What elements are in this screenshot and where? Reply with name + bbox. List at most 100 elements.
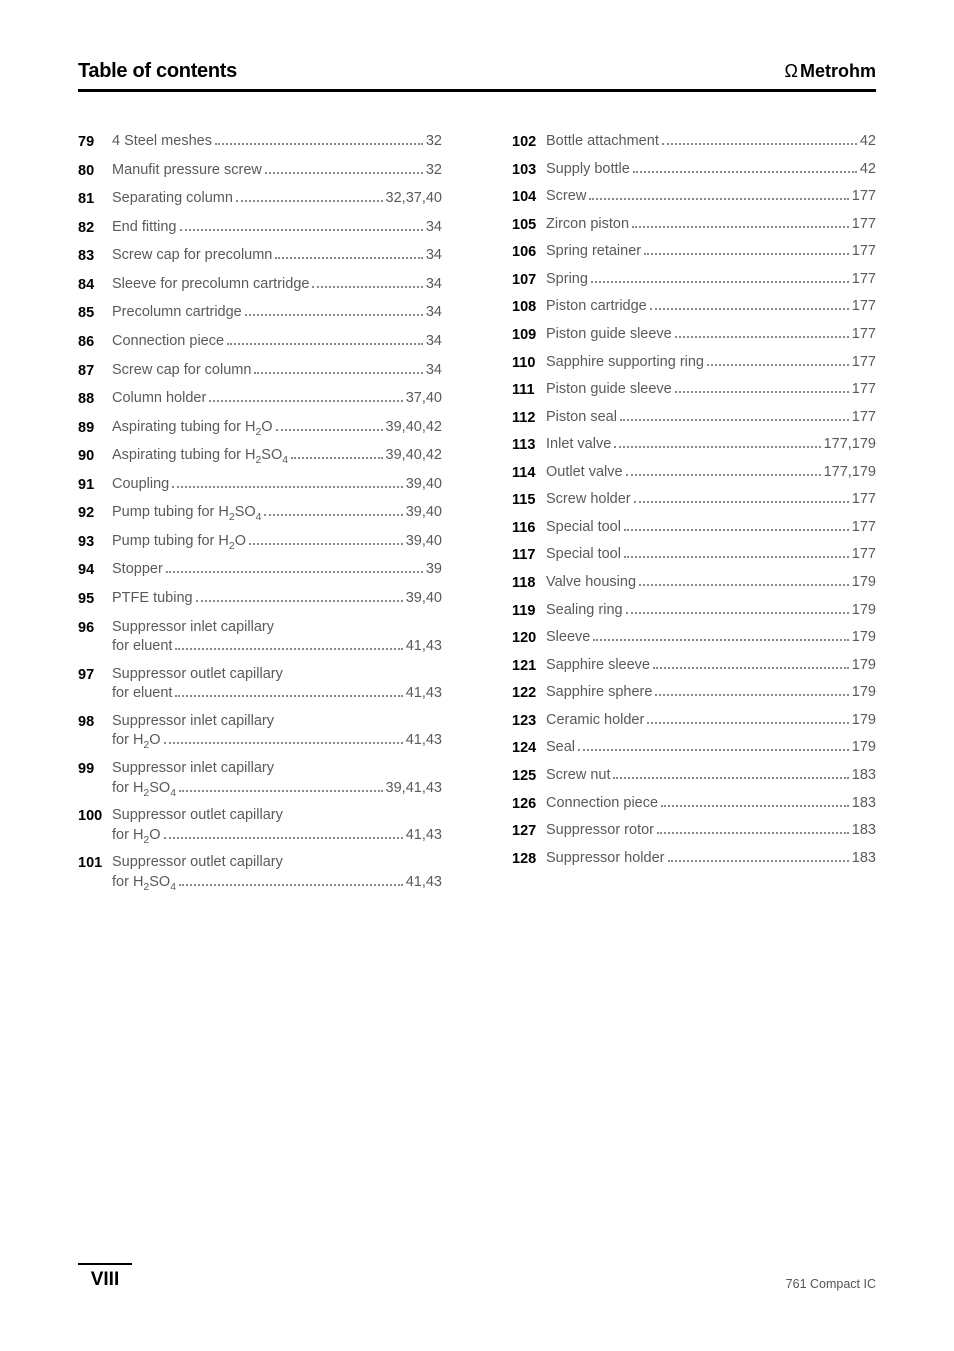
toc-entry-label: Inlet valve xyxy=(546,435,611,455)
toc-entry-body: Valve housing179 xyxy=(546,573,876,593)
toc-entry: 93Pump tubing for H2O39,40 xyxy=(78,532,442,553)
toc-entry-label: Screw nut xyxy=(546,766,610,786)
toc-entry: 83Screw cap for precolumn34 xyxy=(78,246,442,267)
toc-entry-number: 103 xyxy=(512,160,546,181)
toc-leader-dots xyxy=(644,253,849,255)
toc-entry-number: 123 xyxy=(512,711,546,732)
toc-entry: 108Piston cartridge177 xyxy=(512,297,876,318)
toc-entry: 120Sleeve179 xyxy=(512,628,876,649)
toc-entry-body: Stopper39 xyxy=(112,560,442,580)
toc-leader-dots xyxy=(249,543,403,545)
toc-entry-number: 102 xyxy=(512,132,546,153)
toc-entry: 110Sapphire supporting ring177 xyxy=(512,353,876,374)
toc-entry-page: 177 xyxy=(852,408,876,428)
toc-entry-number: 84 xyxy=(78,275,112,296)
toc-entry: 128Suppressor holder183 xyxy=(512,849,876,870)
toc-entry-page: 179 xyxy=(852,711,876,731)
toc-leader-dots xyxy=(624,556,849,558)
toc-entry: 103Supply bottle42 xyxy=(512,160,876,181)
toc-entry: 124Seal179 xyxy=(512,738,876,759)
toc-column-left: 794 Steel meshes3280Manufit pressure scr… xyxy=(78,132,442,900)
toc-entry-sublabel: for H2SO4 xyxy=(112,779,176,799)
toc-leader-dots xyxy=(634,501,849,503)
toc-entry-label: Pump tubing for H2SO4 xyxy=(112,503,261,523)
toc-entry-page: 41,43 xyxy=(406,731,442,751)
toc-entry-page: 183 xyxy=(852,849,876,869)
toc-entry-page: 39,40 xyxy=(406,589,442,609)
toc-entry: 122Sapphire sphere179 xyxy=(512,683,876,704)
toc-entry: 87Screw cap for column34 xyxy=(78,361,442,382)
toc-entry-body: End fitting34 xyxy=(112,218,442,238)
toc-entry-page: 34 xyxy=(426,361,442,381)
toc-entry-number: 113 xyxy=(512,435,546,456)
toc-entry-body: Sealing ring179 xyxy=(546,601,876,621)
toc-entry-number: 97 xyxy=(78,665,112,686)
toc-entry-body: Sleeve179 xyxy=(546,628,876,648)
toc-entry-number: 126 xyxy=(512,794,546,815)
toc-leader-dots xyxy=(291,457,383,459)
toc-entry: 101Suppressor outlet capillaryfor H2SO44… xyxy=(78,853,442,892)
toc-entry-page: 177 xyxy=(852,380,876,400)
toc-entry-body: Pump tubing for H2SO439,40 xyxy=(112,503,442,523)
toc-leader-dots xyxy=(707,364,849,366)
toc-entry-number: 94 xyxy=(78,560,112,581)
toc-entry-number: 82 xyxy=(78,218,112,239)
toc-entry-label: Piston guide sleeve xyxy=(546,380,672,400)
toc-entry-label: Connection piece xyxy=(546,794,658,814)
toc-entry-number: 86 xyxy=(78,332,112,353)
toc-entry-label: Separating column xyxy=(112,189,233,209)
toc-leader-dots xyxy=(179,790,383,792)
toc-entry-number: 112 xyxy=(512,408,546,429)
toc-entry-page: 32 xyxy=(426,161,442,181)
toc-entry-body: Outlet valve177,179 xyxy=(546,463,876,483)
page-footer: VIII 761 Compact IC xyxy=(78,1263,876,1291)
toc-entry-body: Spring retainer177 xyxy=(546,242,876,262)
toc-entry-number: 125 xyxy=(512,766,546,787)
toc-entry-label: Spring xyxy=(546,270,588,290)
toc-entry-page: 39,40,42 xyxy=(386,446,442,466)
toc-leader-dots xyxy=(164,742,403,744)
toc-entry: 102Bottle attachment42 xyxy=(512,132,876,153)
toc-leader-dots xyxy=(275,257,422,259)
toc-entry: 97Suppressor outlet capillaryfor eluent4… xyxy=(78,665,442,704)
toc-entry-label: Screw cap for column xyxy=(112,361,251,381)
toc-entry-page: 34 xyxy=(426,246,442,266)
toc-entry-label: Coupling xyxy=(112,475,169,495)
toc-entry-body: Separating column32,37,40 xyxy=(112,189,442,209)
toc-entry-label: Suppressor inlet capillary xyxy=(112,712,274,732)
toc-leader-dots xyxy=(639,584,849,586)
toc-entry-page: 39 xyxy=(426,560,442,580)
toc-entry: 100Suppressor outlet capillaryfor H2O41,… xyxy=(78,806,442,845)
toc-leader-dots xyxy=(624,529,849,531)
toc-column-right: 102Bottle attachment42 103Supply bottle42… xyxy=(512,132,876,900)
toc-leader-dots xyxy=(589,198,849,200)
toc-entry: 96Suppressor inlet capillaryfor eluent41… xyxy=(78,618,442,657)
toc-entry: 91Coupling39,40 xyxy=(78,475,442,496)
toc-entry-page: 177 xyxy=(852,187,876,207)
toc-entry: 89Aspirating tubing for H2O39,40,42 xyxy=(78,418,442,439)
toc-entry-body: Suppressor inlet capillaryfor H2SO439,41… xyxy=(112,759,442,798)
toc-leader-dots xyxy=(675,391,849,393)
toc-entry-number: 110 xyxy=(512,353,546,374)
toc-entry: 111Piston guide sleeve177 xyxy=(512,380,876,401)
toc-entry: 86Connection piece34 xyxy=(78,332,442,353)
toc-entry-sublabel: for eluent xyxy=(112,684,172,704)
toc-leader-dots xyxy=(227,343,423,345)
toc-leader-dots xyxy=(276,429,383,431)
toc-entry-number: 93 xyxy=(78,532,112,553)
toc-entry-number: 95 xyxy=(78,589,112,610)
toc-leader-dots xyxy=(668,860,849,862)
toc-leader-dots xyxy=(614,446,820,448)
toc-entry-label: Aspirating tubing for H2SO4 xyxy=(112,446,288,466)
toc-entry-body: Screw holder177 xyxy=(546,490,876,510)
toc-leader-dots xyxy=(164,837,403,839)
brand-text: Metrohm xyxy=(800,61,876,82)
toc-entry: 88Column holder37,40 xyxy=(78,389,442,410)
toc-entry-label: Pump tubing for H2O xyxy=(112,532,246,552)
toc-entry: 99Suppressor inlet capillaryfor H2SO439,… xyxy=(78,759,442,798)
toc-entry-body: Suppressor outlet capillaryfor H2O41,43 xyxy=(112,806,442,845)
toc-entry: 80Manufit pressure screw32 xyxy=(78,161,442,182)
toc-entry-body: Inlet valve177,179 xyxy=(546,435,876,455)
toc-entry: 112Piston seal177 xyxy=(512,408,876,429)
toc-entry: 114Outlet valve177,179 xyxy=(512,463,876,484)
